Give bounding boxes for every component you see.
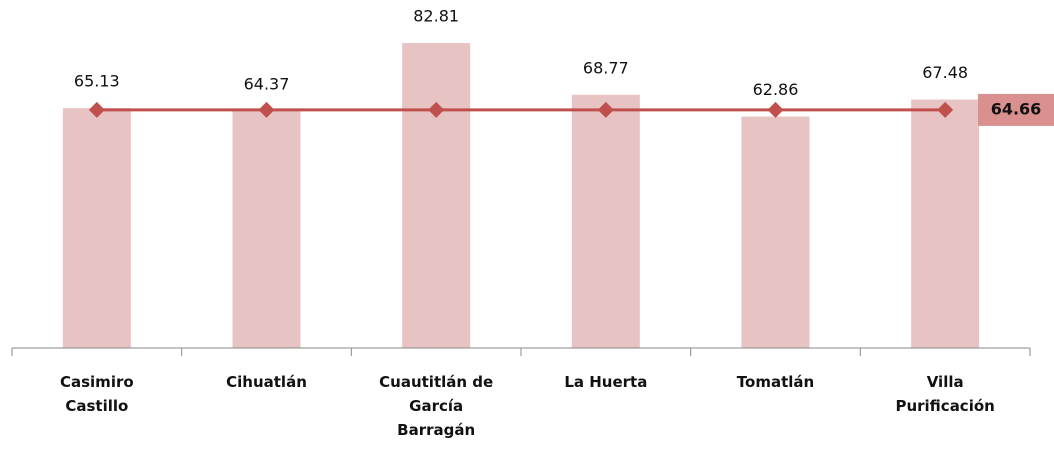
bar [232,110,301,348]
line-label: 64.66 [991,99,1042,118]
x-tick-label: Villa Purificación [895,373,994,415]
bar [911,99,980,348]
value-label: 68.77 [583,58,629,77]
x-tick-label: Cuautitlán de García Barragán [379,373,493,439]
value-label: 65.13 [74,72,120,91]
label-line: Cihuatlán [226,373,307,391]
value-label: 82.81 [413,7,459,26]
value-label: 64.37 [244,74,290,93]
line-marker [258,101,275,118]
label-line: Cuautitlán de [379,373,493,391]
bar [62,108,131,348]
x-tick-label: Casimiro Castillo [60,373,134,415]
line-marker [88,101,105,118]
label-line: Purificación [895,397,994,415]
bar [402,43,471,348]
label-line: Tomatlán [737,373,814,391]
label-line: Casimiro [60,373,134,391]
line-marker [937,101,954,118]
line-marker [597,101,614,118]
bar [571,94,640,348]
label-line: La Huerta [564,373,647,391]
label-line: Barragán [397,421,475,439]
value-label: 67.48 [922,63,968,82]
line-marker [428,101,445,118]
x-tick-label: Cihuatlán [226,373,307,391]
label-line: García [409,397,463,415]
label-line: Villa [927,373,964,391]
value-label: 62.86 [753,80,799,99]
line-label-box [978,93,1054,126]
label-line: Castillo [65,397,128,415]
line-marker [767,101,784,118]
x-tick-label: La Huerta [564,373,647,391]
x-tick-label: Tomatlán [737,373,814,391]
bar [741,116,810,349]
